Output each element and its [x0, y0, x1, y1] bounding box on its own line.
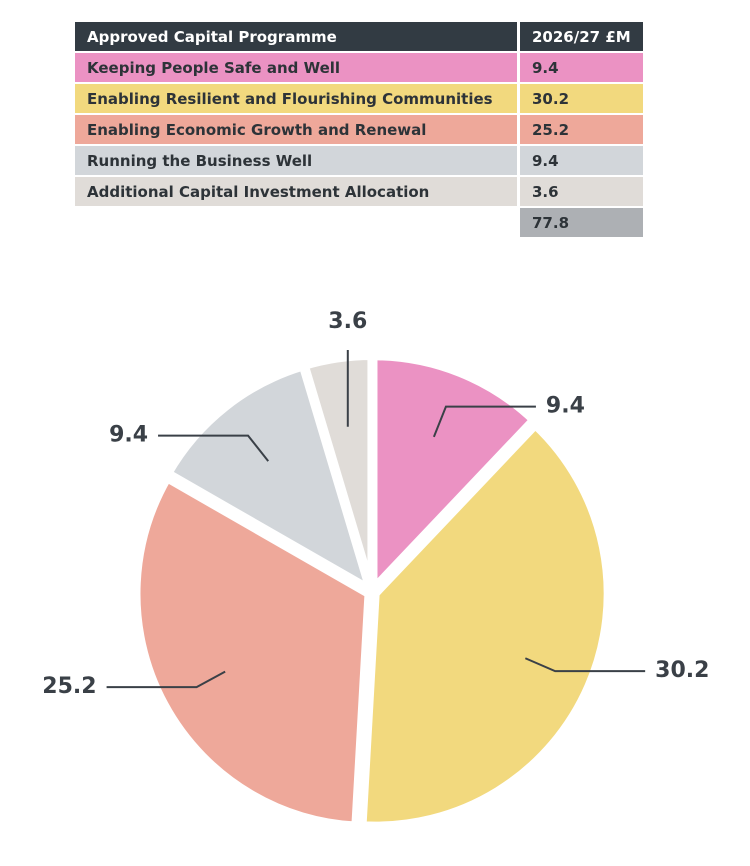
leader-line: [432, 405, 536, 438]
row-value: 9.4: [517, 146, 643, 175]
leader-line: [106, 670, 226, 689]
table-row: Enabling Economic Growth and Renewal 25.2: [75, 115, 643, 144]
leader-line: [524, 657, 646, 673]
row-value: 25.2: [517, 115, 643, 144]
table-row: Enabling Resilient and Flourishing Commu…: [75, 84, 643, 113]
header-cell: 2026/27 £M: [517, 22, 643, 51]
table-body: Keeping People Safe and Well 9.4 Enabling …: [75, 53, 643, 237]
pie-slice: [132, 474, 373, 830]
value-label: 30.2: [655, 658, 709, 683]
table-row: Running the Business Well 9.4: [75, 146, 643, 175]
value-label: 3.6: [328, 309, 367, 334]
pie-slice: [300, 352, 376, 593]
row-label: Running the Business Well: [75, 146, 517, 175]
capital-table: Approved Capital Programme 2026/27 £M Ke…: [75, 20, 643, 239]
pie-slice: [369, 352, 538, 593]
row-label: Enabling Economic Growth and Renewal: [75, 115, 517, 144]
table-row: Keeping People Safe and Well 9.4: [75, 53, 643, 82]
total-row: 77.8: [75, 208, 643, 237]
row-value: 9.4: [517, 53, 643, 82]
row-label: Enabling Resilient and Flourishing Commu…: [75, 84, 517, 113]
row-value: 3.6: [517, 177, 643, 206]
header-cell: Approved Capital Programme: [75, 22, 517, 51]
value-label: 9.4: [546, 394, 585, 419]
header-row: Approved Capital Programme 2026/27 £M: [75, 22, 643, 51]
value-label: 9.4: [109, 423, 148, 448]
table-row: Additional Capital Investment Allocation…: [75, 177, 643, 206]
row-label: Keeping People Safe and Well: [75, 53, 517, 82]
row-value: 30.2: [517, 84, 643, 113]
value-label: 25.2: [42, 674, 96, 699]
row-label: Additional Capital Investment Allocation: [75, 177, 517, 206]
leader-line: [158, 434, 270, 462]
total-value: 77.8: [517, 208, 643, 237]
pie-slice: [358, 421, 612, 830]
